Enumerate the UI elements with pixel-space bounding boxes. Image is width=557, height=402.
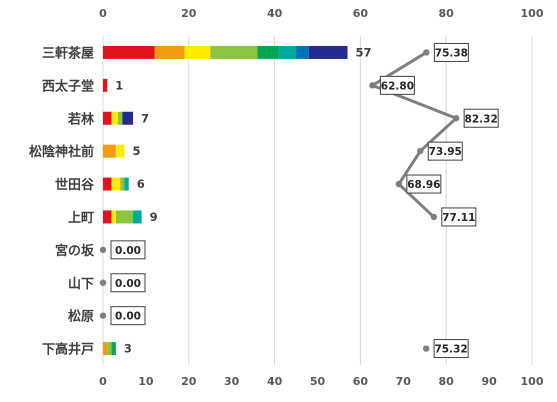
bar-segment [210,45,258,59]
bar-segment [118,111,123,125]
score-label: 0.00 [115,245,141,257]
category-label: 下高井戸 [42,342,94,358]
score-label: 0.00 [115,311,141,323]
score-label-box [110,306,146,326]
score-label: 68.96 [407,179,440,191]
total-label: 9 [150,210,158,224]
score-labels: 75.38 62.80 82.32 73.95 68.96 77.11 0.00 0.00 0.… [110,42,499,359]
bar-segment [154,45,185,59]
bar-segment [103,78,108,92]
bar-segment [278,45,297,59]
bar-segment [124,177,129,191]
category-label: 若林 [67,111,94,127]
grid-lines [102,36,533,365]
top-tick-label: 40 [267,7,283,20]
score-label-box [463,108,499,128]
score-label-box [110,240,146,260]
bottom-tick-label: 60 [353,375,369,388]
score-label: 75.38 [435,47,468,59]
total-labels: 57175690003 [111,45,372,355]
category-label: 宮の坂 [55,243,95,259]
category-label: 世田谷 [55,177,95,193]
score-label-box [441,207,477,227]
category-label: 山下 [68,276,94,292]
bottom-axis: 0 10 20 30 40 50 60 70 80 90 100 [99,375,544,388]
bottom-tick-label: 50 [310,375,326,388]
bar-segment [115,210,134,224]
bar-segment [133,210,142,224]
bar-segment [103,45,155,59]
bar-segment [111,342,116,356]
score-point [430,213,438,221]
top-tick-label: 20 [181,7,197,20]
bar-segment [115,144,125,158]
score-label: 62.80 [381,80,414,92]
bar-segment [103,177,112,191]
score-label-box [110,273,146,293]
stacked-bars [103,45,348,356]
score-label-box [433,42,469,62]
score-point [417,147,424,155]
total-label: 6 [137,177,145,191]
total-label: 57 [356,45,372,59]
total-label: 5 [132,144,140,158]
score-point [369,82,376,89]
score-point [99,312,107,319]
score-point [452,115,460,122]
bar-segment [111,111,119,125]
top-tick-label: 60 [353,7,369,20]
top-tick-label: 100 [521,7,544,20]
top-axis: 0 20 40 60 80 100 [99,7,544,20]
score-point [395,180,403,188]
score-label: 77.11 [442,212,475,224]
top-tick-label: 0 [99,7,107,20]
bar-segment [308,45,348,59]
bottom-tick-label: 10 [138,375,154,388]
bar-segment [111,210,116,224]
score-point [423,49,430,56]
bottom-tick-label: 0 [99,375,107,388]
score-point [422,345,430,352]
bar-segment [103,210,112,224]
score-label-box [406,174,442,194]
category-label: 松陰神社前 [29,144,94,160]
score-label: 82.32 [465,113,498,125]
bar-segment [184,45,211,59]
bar-segment [103,342,108,356]
total-label: 3 [124,342,132,356]
bottom-tick-label: 100 [521,375,544,388]
score-label: 0.00 [115,278,141,290]
score-point [99,279,107,286]
bar-segment [296,45,309,59]
score-label: 73.95 [429,146,462,158]
bottom-tick-label: 40 [267,375,283,388]
score-label-box [427,141,463,161]
bottom-tick-label: 90 [481,375,497,388]
bar-segment [122,111,134,125]
score-label: 75.32 [435,344,468,356]
category-label: 上町 [68,211,94,226]
top-tick-label: 80 [439,7,455,20]
total-label: 7 [141,111,149,125]
bar-segment [103,144,116,158]
bar-segment [120,177,125,191]
bottom-tick-label: 70 [396,375,412,388]
bottom-tick-label: 30 [224,375,240,388]
total-label: 1 [115,78,123,92]
bar-segment [257,45,279,59]
bottom-tick-label: 80 [439,375,455,388]
bar-segment [107,342,112,356]
score-label-box [379,75,415,95]
category-label: 三軒茶屋 [42,45,94,61]
bar-segment [103,111,112,125]
bar-segment [111,177,121,191]
score-label-box [433,339,469,359]
category-label: 松原 [68,309,94,325]
category-label: 西太子堂 [42,78,94,94]
score-point [99,246,107,254]
bottom-tick-label: 20 [181,375,197,388]
